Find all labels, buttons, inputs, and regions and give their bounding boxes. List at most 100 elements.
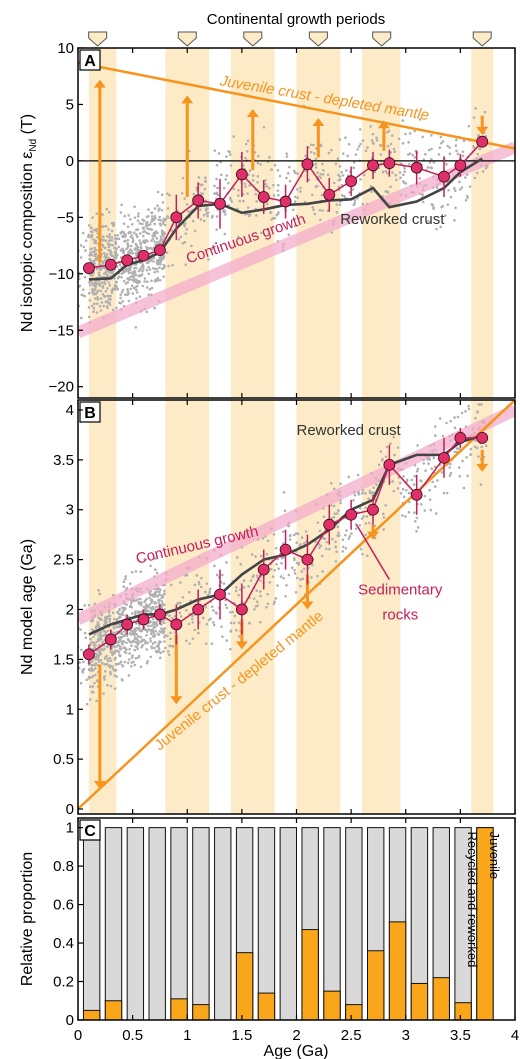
x-tick-label: 0.5 — [122, 1027, 143, 1044]
sample-point — [442, 491, 446, 495]
sample-point — [161, 629, 165, 633]
sample-point — [157, 593, 161, 596]
x-tick-label: 2 — [292, 1027, 300, 1044]
sample-point — [119, 660, 123, 664]
sample-point — [439, 142, 443, 145]
sample-point — [321, 162, 324, 166]
sample-point — [140, 628, 144, 632]
sample-point — [229, 621, 233, 625]
y-tick-label: 2 — [66, 601, 74, 618]
sample-point — [272, 194, 276, 197]
sample-point — [127, 214, 130, 217]
sample-point — [364, 149, 368, 153]
sample-point — [352, 166, 355, 169]
sample-point — [432, 160, 436, 164]
sample-point — [78, 284, 82, 288]
bar-juvenile — [323, 990, 341, 1020]
sample-point — [321, 209, 324, 212]
sample-point — [199, 218, 203, 221]
growth-period-band — [471, 48, 494, 398]
sample-point — [103, 282, 107, 286]
sample-point — [436, 479, 439, 482]
sample-point — [253, 151, 257, 154]
sample-point — [113, 687, 117, 690]
sample-point — [167, 216, 170, 219]
sample-point — [327, 151, 331, 155]
y-tick-label: 0 — [66, 153, 74, 170]
sample-point — [347, 537, 351, 540]
sample-point — [215, 177, 218, 181]
sample-point — [232, 621, 236, 625]
sample-point — [358, 523, 362, 527]
sample-point — [254, 605, 258, 608]
sample-point — [429, 508, 433, 512]
sample-point — [231, 610, 235, 614]
sample-point — [318, 208, 322, 212]
sample-point — [350, 532, 353, 535]
sedimentary-marker — [121, 254, 134, 267]
sedimentary-marker — [410, 488, 423, 501]
sample-point — [90, 235, 93, 239]
sample-point — [392, 147, 396, 151]
sample-point — [126, 637, 130, 641]
sample-point — [100, 281, 104, 285]
sample-point — [330, 516, 333, 520]
sample-point — [428, 488, 432, 492]
sample-point — [204, 207, 208, 210]
sample-point — [484, 444, 488, 448]
sample-point — [162, 275, 165, 278]
y-tick-label: 1 — [66, 820, 74, 837]
sample-point — [285, 152, 289, 155]
sample-point — [126, 225, 130, 229]
sample-point — [365, 515, 369, 518]
sample-point — [137, 274, 141, 278]
sample-point — [91, 291, 95, 295]
sample-point — [123, 293, 127, 296]
sedimentary-marker — [323, 518, 336, 531]
sample-point — [144, 225, 148, 228]
sample-point — [352, 161, 356, 164]
sample-point — [321, 536, 325, 540]
sample-point — [87, 233, 91, 237]
sample-point — [399, 492, 403, 495]
sample-point — [145, 606, 148, 609]
sample-point — [126, 661, 130, 665]
sample-point — [371, 132, 375, 136]
growth-period-marker — [308, 31, 328, 47]
sample-point — [384, 504, 388, 507]
sample-point — [153, 306, 156, 310]
sample-point — [96, 254, 99, 258]
plot-area — [78, 400, 515, 814]
sample-point — [251, 575, 255, 579]
sample-point — [94, 644, 97, 647]
sample-point — [476, 411, 480, 414]
y-tick-label: 2.5 — [53, 552, 74, 569]
sample-point — [133, 280, 136, 283]
sample-point — [137, 269, 141, 273]
sample-point — [422, 462, 426, 465]
sample-point — [149, 637, 152, 640]
sample-point — [300, 536, 304, 539]
sample-point — [247, 621, 251, 625]
bar-juvenile — [410, 982, 429, 1020]
arrow-head — [301, 601, 314, 610]
sample-point — [94, 292, 97, 295]
sample-point — [288, 538, 292, 541]
bar-juvenile — [388, 921, 407, 1020]
sample-point — [286, 172, 290, 175]
sample-point — [140, 645, 143, 649]
sample-point — [179, 615, 183, 618]
sample-point — [367, 497, 370, 500]
sedimentary-marker — [383, 458, 396, 471]
sample-point — [113, 241, 117, 244]
sample-point — [313, 212, 317, 216]
sample-point — [104, 615, 108, 619]
sample-point — [101, 245, 105, 248]
sedimentary-marker — [170, 618, 183, 631]
sedimentary-marker — [476, 135, 489, 148]
sample-point — [159, 651, 163, 655]
sample-point — [99, 289, 103, 293]
sample-point — [200, 576, 203, 580]
bar-juvenile — [301, 929, 319, 1020]
bar-recycled — [192, 827, 210, 1020]
